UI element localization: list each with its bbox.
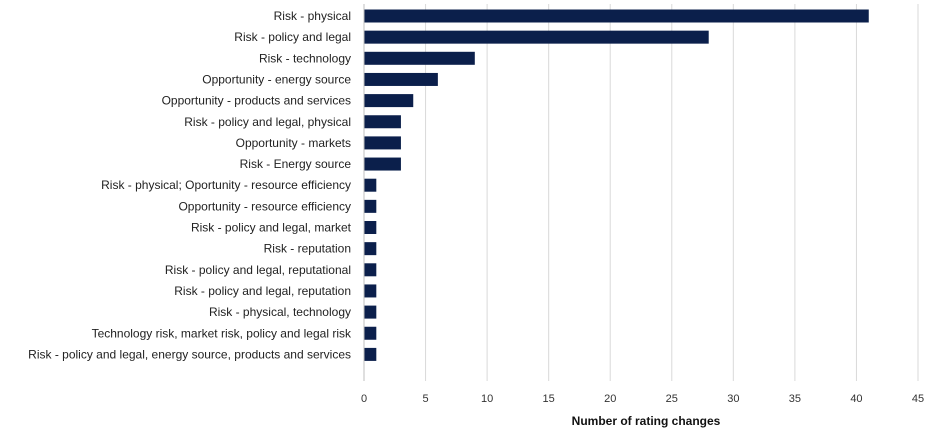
- x-axis-title: Number of rating changes: [572, 414, 721, 428]
- category-label: Risk - physical, technology: [209, 305, 351, 319]
- x-tick-label: 0: [361, 393, 367, 405]
- x-tick-label: 5: [422, 393, 428, 405]
- bar: [364, 347, 377, 361]
- bar: [364, 157, 401, 171]
- x-tick-label: 10: [481, 393, 493, 405]
- bar: [364, 51, 475, 65]
- category-label: Risk - policy and legal, energy source, …: [28, 347, 351, 361]
- category-labels: Risk - physical Risk - policy and legal Ri…: [28, 9, 352, 361]
- x-tick-label: 20: [604, 393, 616, 405]
- bar: [364, 199, 377, 213]
- bar: [364, 9, 869, 23]
- category-label: Opportunity - resource efficiency: [178, 199, 351, 213]
- category-label: Risk - policy and legal: [234, 30, 351, 44]
- category-label: Risk - reputation: [264, 242, 351, 256]
- category-label: Risk - policy and legal, reputational: [165, 263, 351, 277]
- x-tick-label: 40: [850, 393, 862, 405]
- bar: [364, 136, 401, 150]
- bars: [364, 9, 869, 361]
- bar: [364, 94, 414, 108]
- category-label: Risk - policy and legal, physical: [184, 115, 351, 129]
- category-label: Opportunity - energy source: [202, 72, 351, 86]
- bar: [364, 326, 377, 340]
- bar: [364, 305, 377, 319]
- bar: [364, 178, 377, 192]
- category-label: Risk - policy and legal, reputation: [174, 284, 351, 298]
- x-tick-label: 30: [727, 393, 739, 405]
- bar: [364, 221, 377, 234]
- bar: [364, 72, 438, 86]
- category-label: Opportunity - markets: [236, 136, 351, 150]
- x-tick-label: 25: [666, 393, 678, 405]
- bar: [364, 263, 377, 277]
- bar: [364, 284, 377, 298]
- category-label: Risk - physical; Oportunity - resource e…: [101, 178, 351, 192]
- category-label: Opportunity - products and services: [162, 94, 351, 108]
- x-tick-label: 45: [912, 393, 924, 405]
- category-label: Technology risk, market risk, policy and…: [92, 326, 352, 340]
- x-tick-label: 15: [543, 393, 555, 405]
- x-tick-labels: 0 5 10 15 20 25 30 35 40 45: [361, 393, 924, 405]
- bar: [364, 242, 377, 256]
- x-tick-label: 35: [789, 393, 801, 405]
- category-label: Risk - technology: [259, 51, 351, 65]
- gridlines: [425, 4, 919, 381]
- bar: [364, 30, 709, 44]
- category-label: Risk - policy and legal, market: [191, 221, 352, 235]
- bar: [364, 115, 401, 129]
- category-label: Risk - Energy source: [240, 157, 352, 171]
- category-label: Risk - physical: [274, 9, 351, 23]
